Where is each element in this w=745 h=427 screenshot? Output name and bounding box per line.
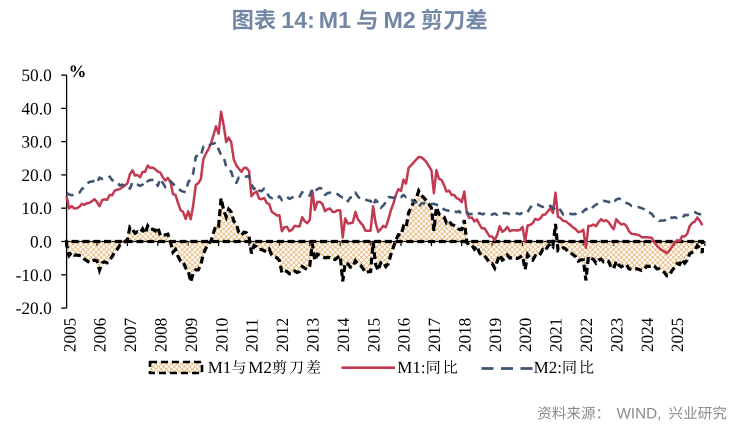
svg-text:M2:: M2: [534,358,562,377]
svg-text:2017: 2017 [425,317,444,352]
svg-text:2006: 2006 [91,317,110,352]
svg-text:2015: 2015 [364,318,383,352]
svg-text:2021: 2021 [547,318,566,352]
svg-text:-20.0: -20.0 [16,298,53,318]
svg-text:2019: 2019 [486,318,505,352]
svg-text:2014: 2014 [334,317,353,352]
svg-text:2023: 2023 [607,318,626,352]
svg-text:M1: M1 [208,358,232,377]
svg-text:2008: 2008 [152,318,171,352]
svg-text:-10.0: -10.0 [16,265,53,285]
svg-text:14:: 14: [281,7,315,33]
svg-text:2013: 2013 [304,318,323,352]
svg-text:20.0: 20.0 [21,165,52,185]
svg-text:2025: 2025 [668,318,687,352]
svg-text:2010: 2010 [212,318,231,352]
svg-text:2007: 2007 [121,317,140,352]
svg-text:2024: 2024 [638,317,657,352]
svg-text:M2: M2 [384,7,416,33]
svg-text:2018: 2018 [455,318,474,352]
svg-text:2016: 2016 [395,317,414,352]
svg-text:WIND,: WIND, [617,405,662,422]
svg-text:2020: 2020 [516,318,535,352]
svg-text:M1:: M1: [397,358,425,377]
svg-text:2022: 2022 [577,318,596,352]
svg-text:30.0: 30.0 [21,132,52,152]
svg-text:2009: 2009 [182,318,201,352]
svg-text:0.0: 0.0 [30,232,52,252]
svg-text:2011: 2011 [243,318,262,352]
svg-text:M2: M2 [248,358,272,377]
svg-text:2012: 2012 [273,318,292,352]
svg-text:40.0: 40.0 [21,98,52,118]
svg-text:50.0: 50.0 [21,65,52,85]
svg-text:M1: M1 [319,7,351,33]
svg-text:2005: 2005 [60,318,79,352]
svg-text:%: % [69,61,87,81]
svg-text:10.0: 10.0 [21,198,52,218]
